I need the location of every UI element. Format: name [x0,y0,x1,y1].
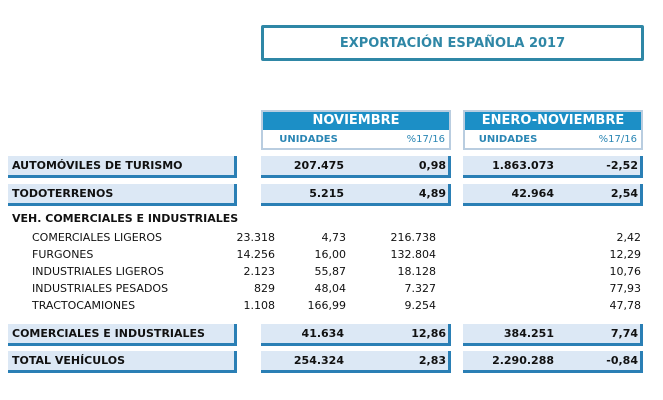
table-row: INDUSTRIALES PESADOS 829 48,04 7.327 77,93 [0,280,663,297]
row-nov-turismo: 207.475 0,98 [261,156,451,178]
ytd-pct: 12,29 [609,248,642,261]
ytd-units: 18.128 [397,265,437,278]
ytd-units: 7.327 [404,282,437,295]
ytd-units: 216.738 [390,231,437,244]
pct: -2,52 [606,159,638,172]
row-ytd-comerciales: 384.251 7,74 [463,324,643,346]
section-label: VEH. COMERCIALES E INDUSTRIALES [12,212,239,225]
col-pct: %17/16 [598,134,637,145]
row-label: COMERCIALES LIGEROS [32,231,163,244]
nov-pct: 4,73 [321,231,347,244]
table-row: TRACTOCAMIONES 1.108 166,99 9.254 47,78 [0,297,663,314]
nov-pct: 16,00 [314,248,347,261]
units: 254.324 [293,354,344,367]
table-row: COMERCIALES LIGEROS 23.318 4,73 216.738 2,42 [0,229,663,246]
ytd-pct: 10,76 [609,265,642,278]
pct: 12,86 [411,327,446,340]
row-label: INDUSTRIALES LIGEROS [32,265,164,278]
nov-pct: 48,04 [314,282,347,295]
report-title: EXPORTACIÓN ESPAÑOLA 2017 [261,25,644,61]
row-ytd-turismo: 1.863.073 -2,52 [463,156,643,178]
header-enero-noviembre: ENERO-NOVIEMBRE UNIDADES %17/16 [463,110,643,150]
pct: 0,98 [418,159,446,172]
pct: 4,89 [418,187,446,200]
nov-pct: 166,99 [307,299,347,312]
nov-units: 23.318 [236,231,276,244]
row-label: INDUSTRIALES PESADOS [32,282,169,295]
row-nov-total: 254.324 2,83 [261,351,451,373]
ytd-units: 132.804 [390,248,437,261]
col-pct: %17/16 [406,134,445,145]
units: 42.964 [511,187,554,200]
units: 2.290.288 [492,354,554,367]
nov-units: 2.123 [243,265,276,278]
units: 41.634 [301,327,344,340]
row-label: TRACTOCAMIONES [32,299,136,312]
row-nov-comerciales: 41.634 12,86 [261,324,451,346]
row-ytd-todoterrenos: 42.964 2,54 [463,184,643,206]
row-ytd-total: 2.290.288 -0,84 [463,351,643,373]
pct: -0,84 [606,354,638,367]
header-noviembre: NOVIEMBRE UNIDADES %17/16 [261,110,451,150]
units: 5.215 [309,187,344,200]
nov-pct: 55,87 [314,265,347,278]
pct: 2,83 [418,354,446,367]
row-label-todoterrenos: TODOTERRENOS [8,184,237,206]
row-label-turismo: AUTOMÓVILES DE TURISMO [8,156,237,178]
row-label-comerciales: COMERCIALES E INDUSTRIALES [8,324,237,346]
period-label: ENERO-NOVIEMBRE [465,112,641,130]
ytd-pct: 77,93 [609,282,642,295]
col-units: UNIDADES [279,134,338,145]
nov-units: 14.256 [236,248,276,261]
nov-units: 829 [254,282,275,295]
row-label-total: TOTAL VEHÍCULOS [8,351,237,373]
ytd-units: 9.254 [404,299,437,312]
ytd-pct: 47,78 [609,299,642,312]
row-label: FURGONES [32,248,94,261]
nov-units: 1.108 [243,299,276,312]
row-nov-todoterrenos: 5.215 4,89 [261,184,451,206]
units: 207.475 [293,159,344,172]
table-row: FURGONES 14.256 16,00 132.804 12,29 [0,246,663,263]
ytd-pct: 2,42 [616,231,642,244]
pct: 2,54 [610,187,638,200]
table-row: INDUSTRIALES LIGEROS 2.123 55,87 18.128 10,7… [0,263,663,280]
period-label: NOVIEMBRE [263,112,449,130]
col-units: UNIDADES [478,134,538,145]
units: 1.863.073 [492,159,554,172]
units: 384.251 [503,327,554,340]
pct: 7,74 [610,327,638,340]
